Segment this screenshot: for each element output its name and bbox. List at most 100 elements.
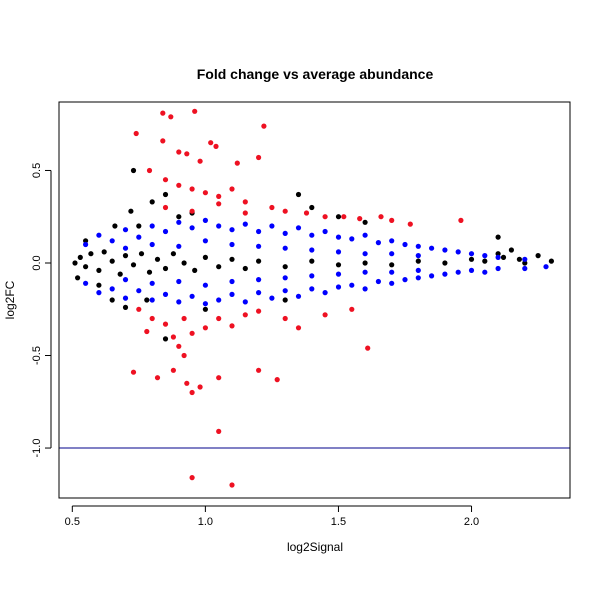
data-point-blue [468,267,475,273]
data-point-blue [442,247,448,253]
data-point-red [181,352,187,359]
data-point-red [242,210,248,216]
data-point-red [256,154,262,161]
data-point-blue [256,228,262,235]
data-point-red [322,214,328,220]
data-point-blue [256,290,262,296]
data-point-black [482,258,488,264]
data-point-red [149,315,155,322]
x-tick-label: 1.0 [198,516,213,528]
data-point-red [261,123,267,129]
chart-title: Fold change vs average abundance [197,66,434,82]
data-point-blue [482,269,488,275]
data-point-red [282,315,288,322]
data-point-blue [202,282,208,288]
data-point-red [282,208,288,214]
data-point-black [522,260,528,266]
data-point-blue [335,284,342,290]
data-point-blue [122,295,129,301]
data-point-blue [162,291,169,297]
data-point-red [216,201,222,207]
data-point-blue [402,241,408,248]
data-point-blue [282,230,288,236]
data-point-blue [269,295,275,301]
data-point-red [162,177,169,183]
data-point-blue [109,286,115,292]
data-point-red [365,345,371,351]
data-point-black [170,251,176,257]
data-point-black [136,223,142,229]
data-point-red [357,216,363,222]
data-point-black [282,297,288,303]
data-point-red [269,204,275,211]
data-point-blue [389,251,395,257]
data-point-black [77,254,83,260]
data-point-blue [309,273,315,279]
data-point-blue [202,238,208,244]
x-axis-label: log2Signal [287,540,343,554]
data-point-black [122,304,129,310]
data-point-black [309,258,315,264]
data-point-black [229,256,235,262]
data-point-red [144,328,150,335]
data-point-black [181,260,187,266]
data-point-red [229,323,235,329]
data-point-red [197,158,203,164]
data-point-black [162,265,169,272]
y-tick-label: 0.5 [31,163,43,178]
data-point-blue [335,249,342,255]
data-point-blue [362,232,368,238]
data-point-red [295,325,302,331]
data-point-black [442,260,448,266]
data-point-black [508,247,514,253]
data-point-red [162,204,169,211]
data-point-blue [309,247,315,253]
data-point-black [202,306,208,312]
data-point-blue [176,219,182,225]
data-point-blue [149,297,155,303]
data-point-blue [229,291,235,297]
data-point-black [162,191,169,198]
data-point-black [149,199,155,205]
data-point-black [109,258,115,264]
data-point-red [274,377,280,383]
data-point-red [176,149,182,155]
y-tick-label: 0.0 [31,255,43,270]
data-point-blue [136,234,142,240]
data-point-blue [522,265,528,272]
data-point-red [242,312,248,318]
data-point-red [189,186,195,192]
data-point-red [216,193,222,199]
data-point-red [133,130,139,137]
data-point-red [189,389,195,396]
data-point-red [184,151,190,157]
data-point-red [322,312,328,318]
data-point-blue [242,221,248,227]
data-point-blue [83,280,89,286]
data-point-black [72,260,78,266]
data-point-blue [455,269,461,275]
data-point-blue [229,278,235,285]
data-point-blue [415,267,421,273]
data-point-blue [389,238,395,244]
data-point-blue [229,227,235,233]
data-point-blue [202,217,208,223]
data-point-black [144,297,150,303]
data-point-blue [256,243,262,249]
data-point-black [83,264,89,270]
data-point-red [136,306,142,312]
data-point-blue [335,234,342,240]
data-point-red [216,428,222,434]
data-point-black [495,251,501,257]
data-point-blue [522,256,528,262]
data-point-black [468,256,475,262]
x-axis: 0.5 1.0 1.5 2.0 [65,505,479,528]
data-point-red [168,114,174,120]
data-point-blue [149,223,155,229]
data-point-blue [322,228,328,235]
data-point-blue [282,275,288,281]
data-point-blue [402,277,408,283]
data-point-black [362,260,368,266]
data-point-red [229,482,235,488]
data-point-black [495,234,501,240]
